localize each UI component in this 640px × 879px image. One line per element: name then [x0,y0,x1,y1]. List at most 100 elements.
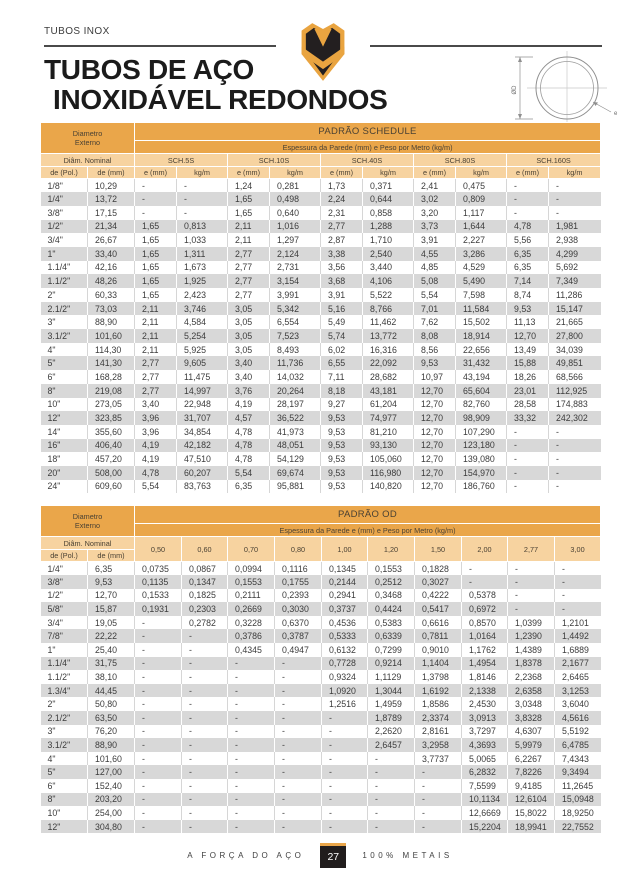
cell-value: 0,7728 [321,656,368,671]
cell-value: 0,2669 [227,602,275,616]
cell-value: 2,1338 [461,683,508,698]
cell-value: 3,76 [227,383,270,398]
cell-value: - [181,806,228,820]
cell-value: 105,060 [362,452,414,466]
cell-value: 21,665 [548,315,601,330]
cell-value: 1,0399 [507,615,555,630]
cell-value: 4,19 [134,438,177,453]
cell-value: 4,78 [227,438,270,453]
cell-diam-pol: 8" [47,794,56,805]
cell-diam-pol: 5/8" [47,604,63,615]
cell-value: 0,2512 [367,575,415,589]
cell-value: 3,7297 [461,724,508,739]
cell-value: - [227,711,275,725]
cell-value: 4,106 [362,274,414,288]
cell-value: 11,475 [176,370,228,384]
table-row: 1" 25,40- -0,4345 0,4947 0,6132 0,7299 0,9010 1… [41,643,601,657]
table-row: 1" 33,40 1,65 1,311 2,77 2,124 3,38 2,540 4,55 3,… [40,246,601,261]
cell-value: 5,9979 [507,738,555,752]
column-header: e (mm) [227,166,271,179]
cell-value: - [134,697,182,712]
cell-value: - [367,765,415,779]
cell-value: 81,210 [362,424,414,439]
cell-value: 2,77 [227,260,270,275]
cell-value: - [554,588,601,603]
cell-value: 5,925 [176,342,228,357]
table-row: 3/4" 26,67 1,65 1,033 2,11 1,297 2,87 1,710 3,91… [41,233,601,247]
cell-value: 12,70 [413,479,456,494]
cell-diam-mm: 88,90 [86,315,135,330]
cell-value: - [321,819,368,834]
cell-value: - [181,724,228,739]
table-row: 1.1/4" 42,16 1,65 1,673 2,77 2,731 3,56 3,440 4,… [41,260,601,275]
cell-value: 4,19 [227,397,270,412]
cell-value: 28,682 [362,370,414,384]
cell-value: 1,311 [176,246,228,261]
cell-diam-mm: 63,50 [86,711,135,725]
cell-value: - [274,806,322,820]
cell-value: 22,948 [176,397,228,412]
cell-value: 61,204 [362,397,414,412]
table-row: 1/2" 21,34 1,65 0,813 2,11 1,016 2,77 1,288 3,73… [40,219,601,234]
cell-diam-pol: 2.1/2" [47,303,71,314]
cell-diam-mm: 355,60 [86,424,135,439]
cell-value: - [554,602,601,616]
cell-value: 42,182 [176,438,228,453]
column-header: de (mm) [86,166,136,179]
cell-diam-pol: 1/2" [47,221,63,232]
cell-value: - [134,751,182,766]
page-number-badge: 27 [320,843,347,868]
cell-diam-pol: 8" [47,385,56,396]
cell-value: 28,58 [506,397,549,412]
cell-value: 1,033 [176,233,228,247]
cell-diam-mm: 88,90 [86,738,135,752]
cell-value: - [548,178,601,193]
table-row: 2" 50,80- - - -1,2516 1,4959 1,8586 2,4530 3,034… [41,697,601,712]
table-row: 12" 323,85 3,96 31,707 4,57 36,522 9,53 74,977 1… [40,411,601,425]
cell-diam-mm: 304,80 [86,819,135,834]
cell-value: 2,11 [134,342,177,357]
cell-value: 11,13 [506,315,549,330]
cell-value: - [181,670,228,684]
cell-value: - [554,561,601,576]
cell-value: 7,01 [413,301,456,316]
cell-value: 2,3374 [414,711,462,725]
tube-cross-section-diagram: ØD e [503,50,635,131]
cell-value: 1,3044 [367,683,415,698]
cell-diam-mm: 141,30 [86,356,135,371]
cell-value: 3,05 [227,329,270,343]
cell-value: 3,154 [269,274,321,288]
cell-diam-mm: 203,20 [86,792,135,807]
cell-value: 8,08 [413,329,456,343]
cell-value: 2,77 [227,246,270,261]
cell-diam-mm: 101,60 [86,329,135,343]
cell-value: 9,3494 [554,765,601,779]
cell-value: 9,27 [320,397,363,412]
cell-value: 60,207 [176,465,228,480]
table-row: 1.1/2" 48,26 1,65 1,925 2,77 3,154 3,68 4,106 5,… [40,274,601,288]
corner-label: Diametro Externo [39,505,136,537]
cell-value: 0,1931 [134,602,182,616]
cell-value: 43,181 [362,383,414,398]
corner-label-line1: Diametro [72,129,103,138]
table-row: 5/8" 15,87 0,1931 0,2303 0,2669 0,3030 0,3737 0… [40,602,601,616]
cell-value: 2,77 [134,383,177,398]
cell-diam-pol: 10" [47,399,61,410]
cell-value: - [548,192,601,206]
cell-diam-pol: 1" [47,644,56,655]
cell-value: - [134,178,177,193]
cell-value: 1,2101 [554,615,601,630]
cell-value: - [321,765,368,779]
cell-value: - [274,792,322,807]
cell-value: 7,8226 [507,765,555,779]
cell-value: 2,938 [548,233,601,247]
cell-diam-pol: 1" [47,248,56,259]
cell-value: 83,763 [176,479,228,494]
cell-diam-pol: 6" [47,371,56,382]
cell-value: 0,813 [176,219,228,234]
cell-value: 0,2782 [181,615,228,630]
cell-value: 3,91 [320,288,363,302]
column-header: e (mm) [134,166,178,179]
diagram-thickness-label: e [614,111,618,117]
cell-value: 1,65 [134,246,177,261]
